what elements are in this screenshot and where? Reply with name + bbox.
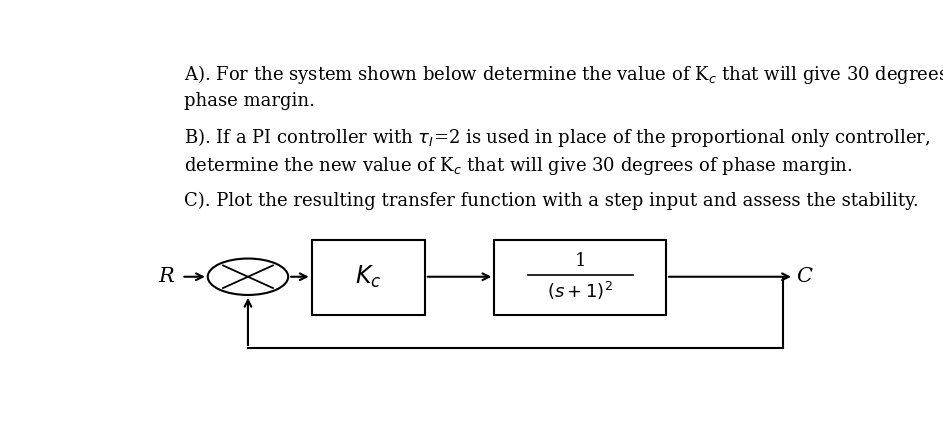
Text: A). For the system shown below determine the value of K$_c$ that will give 30 de: A). For the system shown below determine… — [184, 63, 943, 86]
Text: phase margin.: phase margin. — [184, 92, 315, 110]
Text: determine the new value of K$_c$ that will give 30 degrees of phase margin.: determine the new value of K$_c$ that wi… — [184, 155, 852, 177]
Text: C: C — [796, 267, 812, 286]
Text: C). Plot the resulting transfer function with a step input and assess the stabil: C). Plot the resulting transfer function… — [184, 192, 918, 210]
Bar — [494, 240, 666, 315]
Text: R: R — [158, 267, 174, 286]
Text: 1: 1 — [574, 252, 586, 270]
Text: $(s+1)^2$: $(s+1)^2$ — [547, 280, 613, 302]
Text: $K_c$: $K_c$ — [355, 264, 381, 290]
Bar — [311, 240, 425, 315]
Text: B). If a PI controller with $\tau_I$=2 is used in place of the proportional only: B). If a PI controller with $\tau_I$=2 i… — [184, 126, 930, 149]
